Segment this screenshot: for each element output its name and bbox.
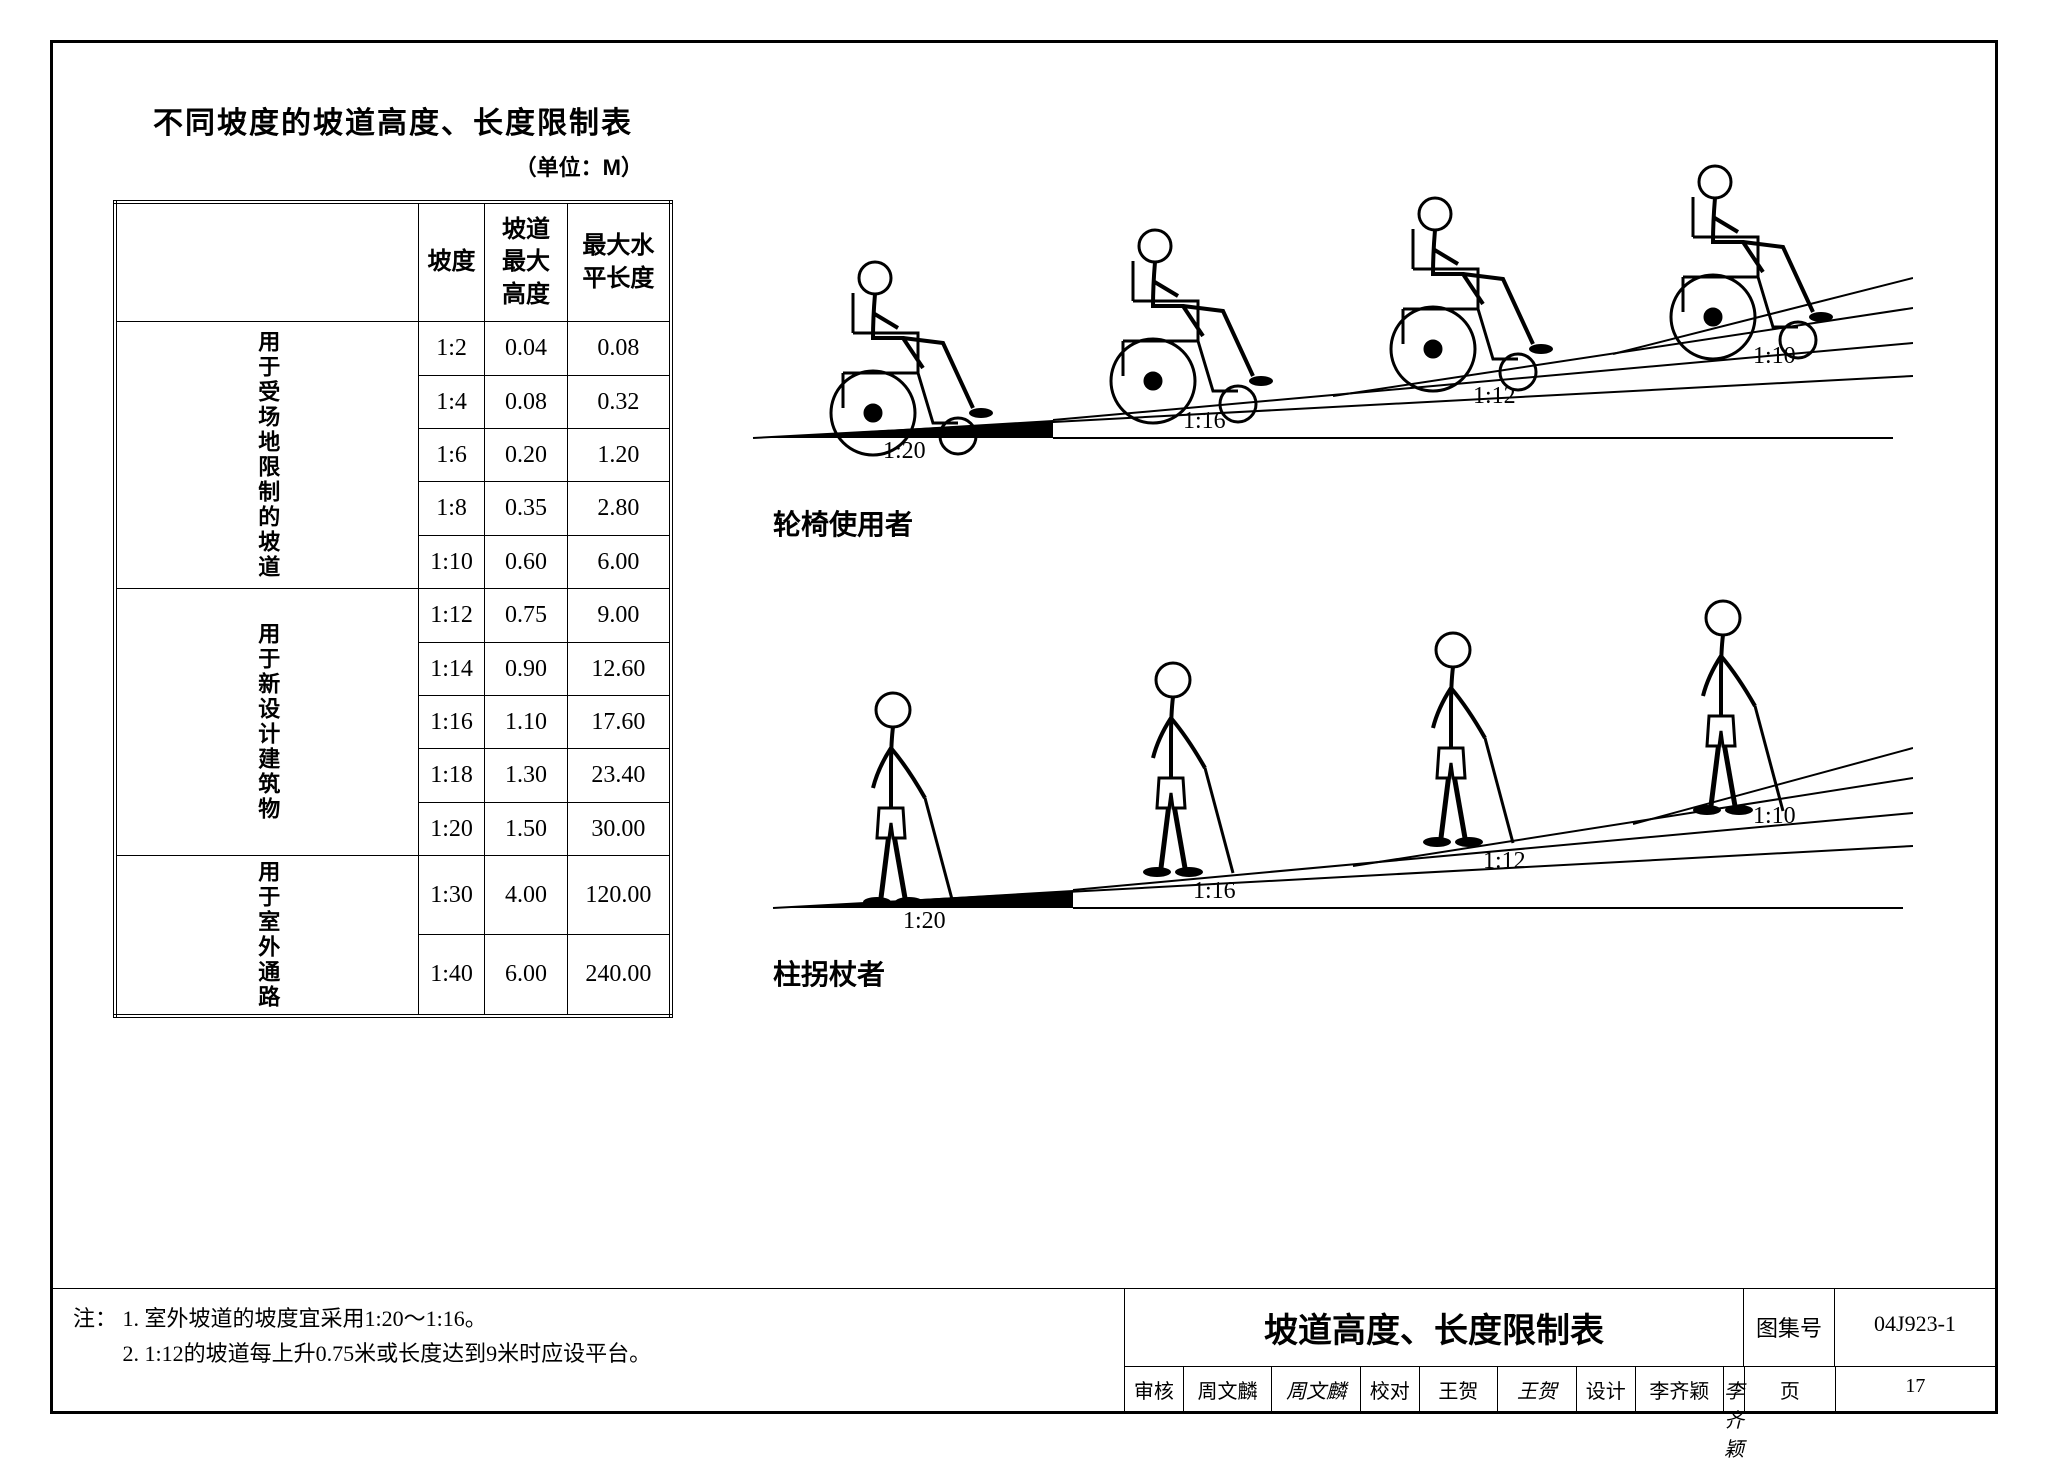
page-val: 17 <box>1836 1367 1995 1411</box>
cell-l: 240.00 <box>567 935 671 1016</box>
th-blank <box>115 202 418 322</box>
set-key: 图集号 <box>1744 1289 1835 1366</box>
wheelchair-diagram: 1:20 1:16 <box>713 118 1955 488</box>
cell-slope: 1:20 <box>418 802 484 855</box>
th-maxl: 最大水平长度 <box>567 202 671 322</box>
cell-h: 0.75 <box>485 589 568 642</box>
review-key: 审核 <box>1125 1367 1184 1411</box>
cane-figure <box>1113 658 1253 893</box>
cell-slope: 1:18 <box>418 749 484 802</box>
review-sig: 周文麟 <box>1272 1367 1361 1411</box>
cell-slope: 1:12 <box>418 589 484 642</box>
wheelchair-icon <box>1083 226 1303 426</box>
cell-l: 9.00 <box>567 589 671 642</box>
cell-slope: 1:10 <box>418 535 484 588</box>
footer-strip: 注： 1. 室外坡道的坡度宜采用1:20～1:16。 注： 2. 1:12的坡道… <box>53 1288 1995 1411</box>
cell-slope: 1:8 <box>418 482 484 535</box>
cell-h: 0.35 <box>485 482 568 535</box>
cell-h: 0.60 <box>485 535 568 588</box>
cane-user-icon <box>1113 658 1253 888</box>
th-slope: 坡度 <box>418 202 484 322</box>
check-name: 王贺 <box>1420 1367 1499 1411</box>
wheelchair-figure <box>1363 194 1583 399</box>
cell-h: 6.00 <box>485 935 568 1016</box>
slope-ratio-label: 1:12 <box>1483 848 1526 875</box>
cell-slope: 1:6 <box>418 428 484 481</box>
wheelchair-icon <box>1643 162 1863 362</box>
table-row: 用于新设计建筑物1:120.759.00 <box>115 589 671 642</box>
cane-user-icon <box>1663 596 1803 826</box>
row-group-header: 用于受场地限制的坡道 <box>115 322 418 589</box>
review-name: 周文麟 <box>1184 1367 1273 1411</box>
check-sig: 王贺 <box>1498 1367 1577 1411</box>
slope-table: 坡度 坡道最大高度 最大水平长度 用于受场地限制的坡道1:20.040.081:… <box>113 200 673 1018</box>
cell-l: 2.80 <box>567 482 671 535</box>
cell-slope: 1:16 <box>418 695 484 748</box>
cell-l: 12.60 <box>567 642 671 695</box>
wheelchair-icon <box>1363 194 1583 394</box>
cell-h: 0.08 <box>485 375 568 428</box>
wheelchair-figure <box>803 258 1023 463</box>
notes-prefix: 注： <box>73 1306 117 1331</box>
cell-l: 17.60 <box>567 695 671 748</box>
slope-ratio-label: 1:10 <box>1753 343 1796 370</box>
cell-h: 0.04 <box>485 322 568 375</box>
cane-figure <box>1663 596 1803 831</box>
design-name: 李齐颖 <box>1636 1367 1725 1411</box>
table-panel: 不同坡度的坡道高度、长度限制表 （单位：M） 坡度 坡道最大高度 最大水平长度 … <box>113 73 673 1278</box>
cell-l: 120.00 <box>567 856 671 935</box>
cell-l: 0.32 <box>567 375 671 428</box>
wheelchair-label: 轮椅使用者 <box>773 503 1955 543</box>
row-group-header: 用于室外通路 <box>115 856 418 1017</box>
cane-user-icon <box>833 688 973 918</box>
cell-slope: 1:14 <box>418 642 484 695</box>
check-key: 校对 <box>1361 1367 1420 1411</box>
cell-h: 1.30 <box>485 749 568 802</box>
cell-h: 4.00 <box>485 856 568 935</box>
table-row: 用于室外通路1:304.00120.00 <box>115 856 671 935</box>
cell-l: 30.00 <box>567 802 671 855</box>
set-val: 04J923-1 <box>1835 1289 1995 1366</box>
slope-ratio-label: 1:16 <box>1193 878 1236 905</box>
slope-ratio-label: 1:20 <box>883 438 926 465</box>
cane-label: 柱拐杖者 <box>773 953 1955 993</box>
slope-ratio-label: 1:12 <box>1473 383 1516 410</box>
table-row: 用于受场地限制的坡道1:20.040.08 <box>115 322 671 375</box>
cell-slope: 1:2 <box>418 322 484 375</box>
cane-diagram: 1:20 1:16 <box>713 578 1955 938</box>
slope-ratio-label: 1:16 <box>1183 408 1226 435</box>
cell-h: 1.10 <box>485 695 568 748</box>
th-maxh: 坡道最大高度 <box>485 202 568 322</box>
cell-slope: 1:40 <box>418 935 484 1016</box>
note-1: 1. 室外坡道的坡度宜采用1:20～1:16。 <box>123 1306 487 1331</box>
wheelchair-icon <box>803 258 1023 458</box>
cell-l: 1.20 <box>567 428 671 481</box>
table-unit: （单位：M） <box>113 150 673 182</box>
cell-slope: 1:4 <box>418 375 484 428</box>
diagram-panel: 1:20 1:16 <box>673 73 1955 1278</box>
row-group-header: 用于新设计建筑物 <box>115 589 418 856</box>
note-2: 2. 1:12的坡道每上升0.75米或长度达到9米时应设平台。 <box>123 1341 652 1366</box>
title-block: 坡道高度、长度限制表 图集号 04J923-1 审核 周文麟 周文麟 校对 王贺… <box>1125 1289 1995 1411</box>
slope-ratio-label: 1:10 <box>1753 803 1796 830</box>
cane-user-icon <box>1393 628 1533 858</box>
notes-cell: 注： 1. 室外坡道的坡度宜采用1:20～1:16。 注： 2. 1:12的坡道… <box>53 1289 1125 1411</box>
wheelchair-figure <box>1643 162 1863 367</box>
design-sig: 李齐颖 <box>1724 1367 1745 1411</box>
cell-slope: 1:30 <box>418 856 484 935</box>
table-title: 不同坡度的坡道高度、长度限制表 <box>113 98 673 142</box>
cell-h: 1.50 <box>485 802 568 855</box>
slope-ratio-label: 1:20 <box>903 908 946 935</box>
page-key: 页 <box>1745 1367 1836 1411</box>
cell-l: 23.40 <box>567 749 671 802</box>
cell-l: 0.08 <box>567 322 671 375</box>
cell-l: 6.00 <box>567 535 671 588</box>
cell-h: 0.90 <box>485 642 568 695</box>
cell-h: 0.20 <box>485 428 568 481</box>
design-key: 设计 <box>1577 1367 1636 1411</box>
cane-figure <box>1393 628 1533 863</box>
drawing-title: 坡道高度、长度限制表 <box>1125 1289 1744 1366</box>
cane-figure <box>833 688 973 923</box>
wheelchair-figure <box>1083 226 1303 431</box>
